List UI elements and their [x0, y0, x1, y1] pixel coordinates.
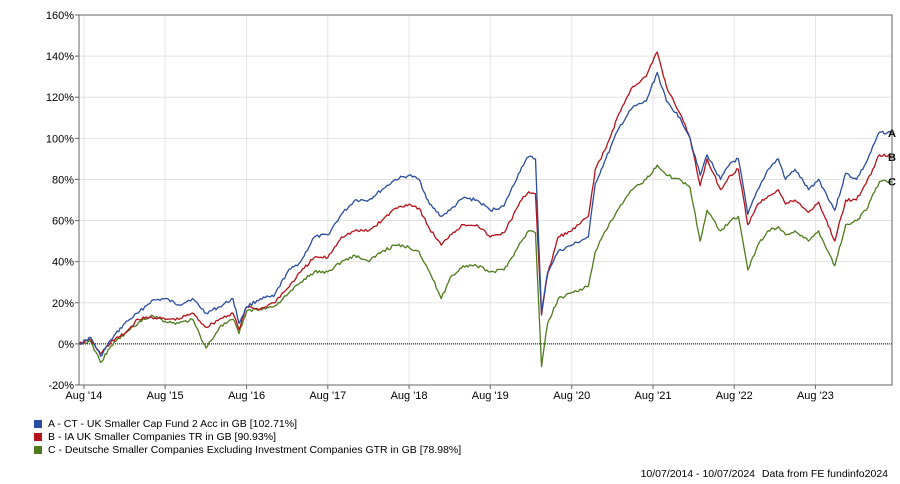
y-tick-label: 80% [52, 174, 74, 186]
y-tick-label: 160% [46, 10, 74, 22]
x-tick-label: Aug '23 [797, 390, 834, 402]
legend-item-c: C - Deutsche Smaller Companies Excluding… [34, 443, 461, 456]
y-tick-label: 140% [46, 51, 74, 63]
legend-label-a: A - CT - UK Smaller Cap Fund 2 Acc in GB… [48, 417, 297, 430]
performance-chart: -20% 0% 20% 40% 60% 80% 100% 120% 140% 160% Aug '… [46, 10, 896, 402]
y-tick-label: 120% [46, 92, 74, 104]
x-tick-label: Aug '19 [472, 390, 509, 402]
x-tick-label: Aug '15 [147, 390, 184, 402]
y-axis-tick-labels: -20% 0% 20% 40% 60% 80% 100% 120% 140% 160% [46, 10, 74, 392]
legend-item-a: A - CT - UK Smaller Cap Fund 2 Acc in GB… [34, 417, 461, 430]
legend-item-b: B - IA UK Smaller Companies TR in GB [90… [34, 430, 461, 443]
x-tick-label: Aug '18 [391, 390, 428, 402]
y-tick-label: 0% [58, 339, 74, 351]
x-tick-label: Aug '16 [228, 390, 265, 402]
legend-label-c: C - Deutsche Smaller Companies Excluding… [48, 443, 462, 456]
x-tick-label: Aug '22 [716, 390, 753, 402]
chart-legend: A - CT - UK Smaller Cap Fund 2 Acc in GB… [34, 417, 461, 456]
y-tick-label: -20% [48, 380, 74, 392]
x-tick-label: Aug '17 [309, 390, 346, 402]
chart-footer: 10/07/2014 - 10/07/2024 Data from FE fun… [641, 468, 888, 480]
x-axis-tick-labels: Aug '14 Aug '15 Aug '16 Aug '17 Aug '18 Aug '… [65, 390, 834, 402]
series-lines [78, 51, 893, 368]
footer-source: Data from FE fundinfo2024 [761, 468, 888, 480]
footer-date-range: 10/07/2014 - 10/07/2024 [640, 468, 755, 480]
y-tick-label: 60% [52, 216, 74, 228]
legend-swatch-b [34, 432, 42, 441]
legend-swatch-c [34, 445, 42, 454]
y-tick-label: 20% [52, 298, 74, 310]
y-tick-label: 40% [52, 257, 74, 269]
legend-label-b: B - IA UK Smaller Companies TR in GB [90… [48, 430, 276, 443]
y-tick-label: 100% [46, 133, 74, 145]
series-line-a [78, 71, 893, 357]
x-tick-label: Aug '14 [65, 390, 102, 402]
plot-area-frame [78, 14, 893, 386]
x-tick-label: Aug '20 [553, 390, 590, 402]
x-tick-label: Aug '21 [634, 390, 671, 402]
series-line-b [78, 51, 893, 355]
series-line-c [78, 164, 893, 368]
legend-swatch-a [34, 419, 42, 428]
grid-lines [75, 14, 892, 389]
